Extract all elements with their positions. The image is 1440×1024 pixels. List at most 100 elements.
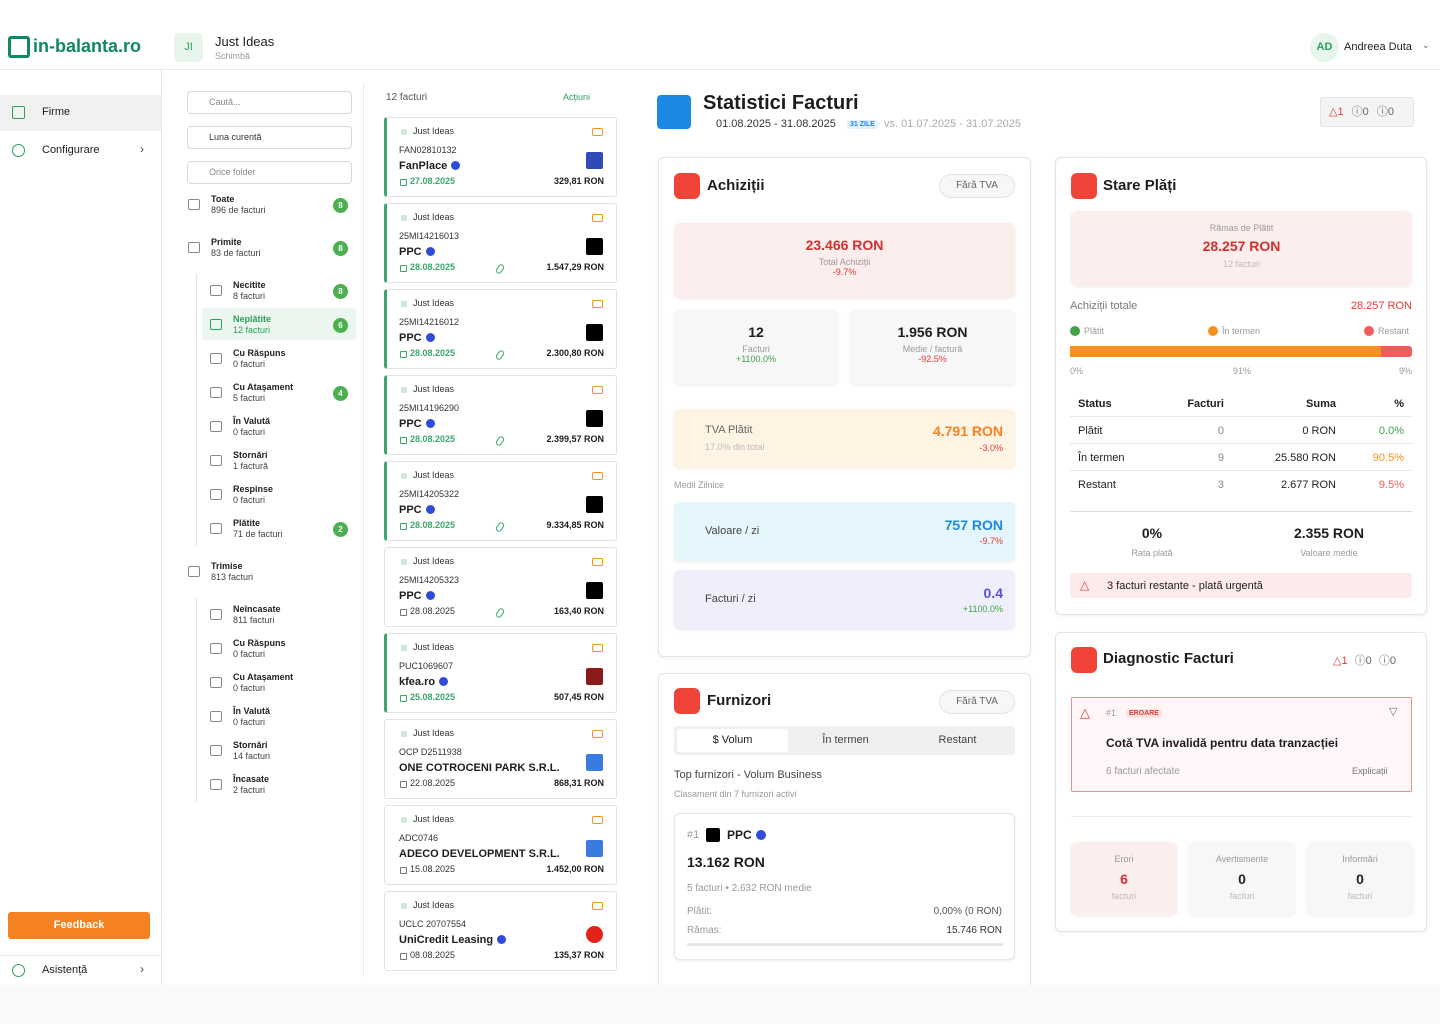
folder-label[interactable]: Neplătite bbox=[233, 314, 272, 324]
table-header: Suma bbox=[1306, 398, 1336, 410]
status-icon bbox=[592, 558, 603, 566]
status-icon bbox=[592, 730, 603, 738]
issue-action[interactable]: Explicații bbox=[1352, 766, 1388, 776]
folder-icon bbox=[210, 677, 222, 688]
folder-icon bbox=[210, 609, 222, 620]
folder-label[interactable]: Primite bbox=[211, 237, 242, 247]
table-header: Facturi bbox=[1187, 398, 1224, 410]
issue-level: EROARE bbox=[1126, 709, 1162, 718]
tab[interactable]: Restant bbox=[938, 734, 977, 746]
folder-label[interactable]: Plătite bbox=[233, 518, 261, 528]
card-title: Stare Plăți bbox=[1103, 177, 1177, 194]
folder-badge: 6 bbox=[333, 318, 348, 333]
warning-count: ⓘ0 bbox=[1354, 655, 1372, 667]
logo-mark bbox=[8, 36, 30, 58]
tab[interactable]: În termen bbox=[822, 734, 869, 746]
folder-label[interactable]: Necitite bbox=[233, 280, 266, 290]
invoice-card[interactable] bbox=[384, 203, 617, 283]
row-border bbox=[1070, 443, 1412, 444]
bar-label: 0% bbox=[1070, 366, 1084, 376]
tab-active[interactable]: $ Volum bbox=[677, 729, 788, 752]
folder-badge: 8 bbox=[333, 198, 348, 213]
folder-select[interactable]: Orice folder bbox=[187, 161, 352, 184]
company-icon bbox=[401, 817, 407, 823]
company-icon bbox=[401, 301, 407, 307]
invoice-card[interactable] bbox=[384, 805, 617, 885]
tree-line bbox=[196, 666, 197, 700]
summary-value: 6 bbox=[1120, 871, 1128, 887]
user-avatar: AD bbox=[1310, 33, 1339, 62]
summary-value: 0 bbox=[1238, 871, 1246, 887]
list-count: 12 facturi bbox=[386, 92, 428, 103]
calendar-icon bbox=[400, 523, 407, 530]
supplier-logo bbox=[586, 926, 603, 943]
status-icon bbox=[592, 386, 603, 394]
daily-count: 0.4 bbox=[983, 585, 1003, 601]
folder-label[interactable]: Cu Atașament bbox=[233, 672, 294, 682]
sidebar-border bbox=[161, 70, 162, 985]
user-name[interactable]: Andreea Duta bbox=[1344, 41, 1412, 53]
invoice-card[interactable] bbox=[384, 719, 617, 799]
invoice-card[interactable] bbox=[384, 461, 617, 541]
folder-label[interactable]: Stornări bbox=[233, 740, 268, 750]
invoice-card[interactable] bbox=[384, 375, 617, 455]
folder-label[interactable]: Încasate bbox=[233, 774, 270, 784]
filter-icon: ▽ bbox=[1389, 706, 1398, 718]
folder-label[interactable]: Stornări bbox=[233, 450, 268, 460]
table-cell: 0 RON bbox=[1302, 425, 1336, 437]
status-icon bbox=[592, 644, 603, 652]
error-count: △1 bbox=[1333, 655, 1348, 667]
folder-label[interactable]: Toate bbox=[211, 194, 235, 204]
folder-label[interactable]: Cu Răspuns bbox=[233, 348, 286, 358]
invoice-number: ADC0746 bbox=[399, 833, 439, 843]
nav-item[interactable]: Configurare bbox=[42, 144, 100, 156]
chevron: ⌄ bbox=[1422, 40, 1430, 50]
folder-label[interactable]: Neîncasate bbox=[233, 604, 281, 614]
folder-label[interactable]: În Valută bbox=[233, 416, 271, 426]
table-cell: 0.0% bbox=[1378, 425, 1404, 437]
invoice-amount: 2.399,57 RON bbox=[546, 434, 604, 444]
invoice-card[interactable] bbox=[384, 547, 617, 627]
summary-label: Avertismente bbox=[1215, 854, 1269, 864]
invoice-amount: 2.300,80 RON bbox=[546, 348, 604, 358]
actions-menu[interactable]: Acțiuni bbox=[563, 92, 591, 102]
count-box: 12 Facturi +1100.0% bbox=[674, 310, 838, 385]
invoice-supplier: FanPlace bbox=[399, 160, 461, 172]
verified-badge bbox=[425, 333, 435, 342]
vat-toggle[interactable]: Fără TVA bbox=[939, 690, 1015, 714]
period-select[interactable]: Luna curentă bbox=[187, 126, 352, 149]
vat-toggle[interactable]: Fără TVA bbox=[939, 174, 1015, 198]
invoice-date: 27.08.2025 bbox=[410, 176, 456, 186]
supplier-card bbox=[674, 813, 1015, 960]
card-title: Furnizori bbox=[707, 692, 772, 709]
nav-icon bbox=[12, 106, 25, 119]
folder-label[interactable]: Respinse bbox=[233, 484, 274, 494]
search-input[interactable]: Caută... bbox=[187, 91, 352, 114]
folder-icon bbox=[210, 387, 222, 398]
invoice-card[interactable] bbox=[384, 289, 617, 369]
feedback-button[interactable]: Feedback bbox=[8, 912, 150, 939]
rate-label: Rata plată bbox=[1131, 548, 1173, 558]
folder-label[interactable]: Cu Răspuns bbox=[233, 638, 286, 648]
folder-label[interactable]: Trimise bbox=[211, 561, 243, 571]
help-link[interactable]: Asistență bbox=[42, 964, 88, 976]
invoice-card[interactable] bbox=[384, 117, 617, 197]
invoice-date: 28.08.2025 bbox=[410, 434, 456, 444]
chevron: › bbox=[140, 142, 144, 156]
remaining-count: 12 facturi bbox=[1222, 259, 1261, 269]
nav-item[interactable]: Firme bbox=[42, 106, 71, 118]
folder-count: 2 facturi bbox=[233, 785, 266, 795]
folder-label[interactable]: Cu Atașament bbox=[233, 382, 294, 392]
folder-label[interactable]: În Valută bbox=[233, 706, 271, 716]
calendar-icon bbox=[400, 695, 407, 702]
table-cell: 90.5% bbox=[1372, 452, 1404, 464]
top-bar bbox=[0, 69, 1440, 70]
folder-icon bbox=[210, 711, 222, 722]
invoice-company: Just Ideas bbox=[413, 212, 455, 222]
supplier-detail: 5 facturi • 2.632 RON medie bbox=[687, 883, 812, 894]
invoice-card[interactable] bbox=[384, 633, 617, 713]
invoice-card[interactable] bbox=[384, 891, 617, 971]
summary-value: 0 bbox=[1356, 871, 1364, 887]
company-action[interactable]: Schimbă bbox=[215, 51, 251, 61]
supplier-logo bbox=[586, 840, 603, 857]
